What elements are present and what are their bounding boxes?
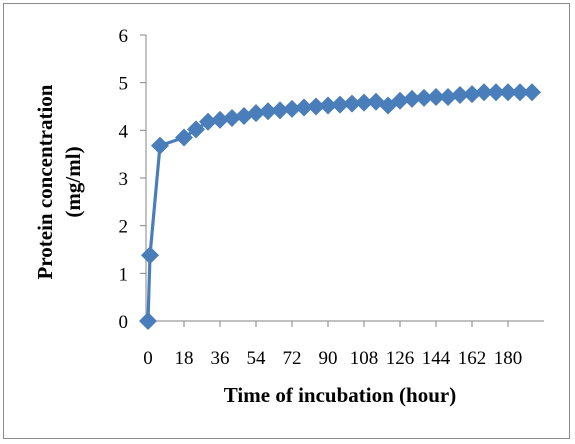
data-point-marker xyxy=(463,85,481,104)
x-tick-label: 108 xyxy=(350,348,379,369)
data-point-marker xyxy=(439,87,457,106)
data-point-marker xyxy=(427,87,445,106)
data-point-marker xyxy=(247,104,265,123)
data-point-marker xyxy=(487,83,505,102)
data-point-marker xyxy=(235,107,253,126)
data-point-marker xyxy=(259,102,277,121)
x-tick-label: 144 xyxy=(422,348,451,369)
y-axis-title-line1: Protein concentration xyxy=(33,84,57,279)
data-point-marker xyxy=(319,96,337,115)
data-point-marker xyxy=(355,93,373,112)
x-tick-label: 36 xyxy=(211,348,230,369)
x-axis-title: Time of incubation (hour) xyxy=(224,383,456,407)
data-point-marker xyxy=(211,110,229,129)
x-tick-label: 18 xyxy=(175,348,194,369)
data-point-marker xyxy=(403,89,421,108)
data-point-marker xyxy=(475,83,493,102)
data-point-marker xyxy=(511,83,529,102)
y-tick-label: 3 xyxy=(119,169,129,190)
data-point-marker xyxy=(343,94,361,113)
data-point-marker xyxy=(499,83,517,102)
data-point-marker xyxy=(391,91,409,110)
data-point-marker xyxy=(151,136,169,155)
y-tick-label: 4 xyxy=(119,121,129,142)
data-point-marker xyxy=(295,98,313,117)
data-point-marker xyxy=(451,86,469,105)
x-tick-label: 54 xyxy=(247,348,267,369)
chart-frame xyxy=(3,3,570,439)
x-axis: 0 18 36 54 72 90 108 126 144 162 180 xyxy=(143,320,544,369)
y-tick-label: 6 xyxy=(119,26,129,47)
y-axis: 0 1 2 3 4 5 6 xyxy=(119,26,147,333)
y-tick-label: 2 xyxy=(119,217,129,238)
data-point-marker xyxy=(271,101,289,120)
data-point-marker xyxy=(199,112,217,131)
x-tick-label: 126 xyxy=(386,348,415,369)
data-point-marker xyxy=(175,128,193,147)
y-tick-label: 5 xyxy=(119,74,129,95)
x-tick-label: 180 xyxy=(494,348,523,369)
data-point-marker xyxy=(307,97,325,116)
y-axis-title-line2: (mg/ml) xyxy=(61,146,85,217)
y-tick-label: 1 xyxy=(119,264,129,285)
x-tick-label: 162 xyxy=(458,348,487,369)
data-point-marker xyxy=(331,95,349,114)
data-point-marker xyxy=(415,88,433,107)
x-tick-label: 90 xyxy=(319,348,338,369)
x-tick-label: 0 xyxy=(143,348,153,369)
data-point-marker xyxy=(141,246,159,265)
x-tick-label: 72 xyxy=(283,348,302,369)
data-point-marker xyxy=(187,120,205,139)
y-tick-label: 0 xyxy=(119,312,129,333)
data-point-marker xyxy=(523,83,541,102)
data-point-marker xyxy=(139,312,157,330)
data-point-marker xyxy=(283,99,301,118)
data-point-marker xyxy=(223,108,241,127)
series-layer xyxy=(139,83,541,330)
